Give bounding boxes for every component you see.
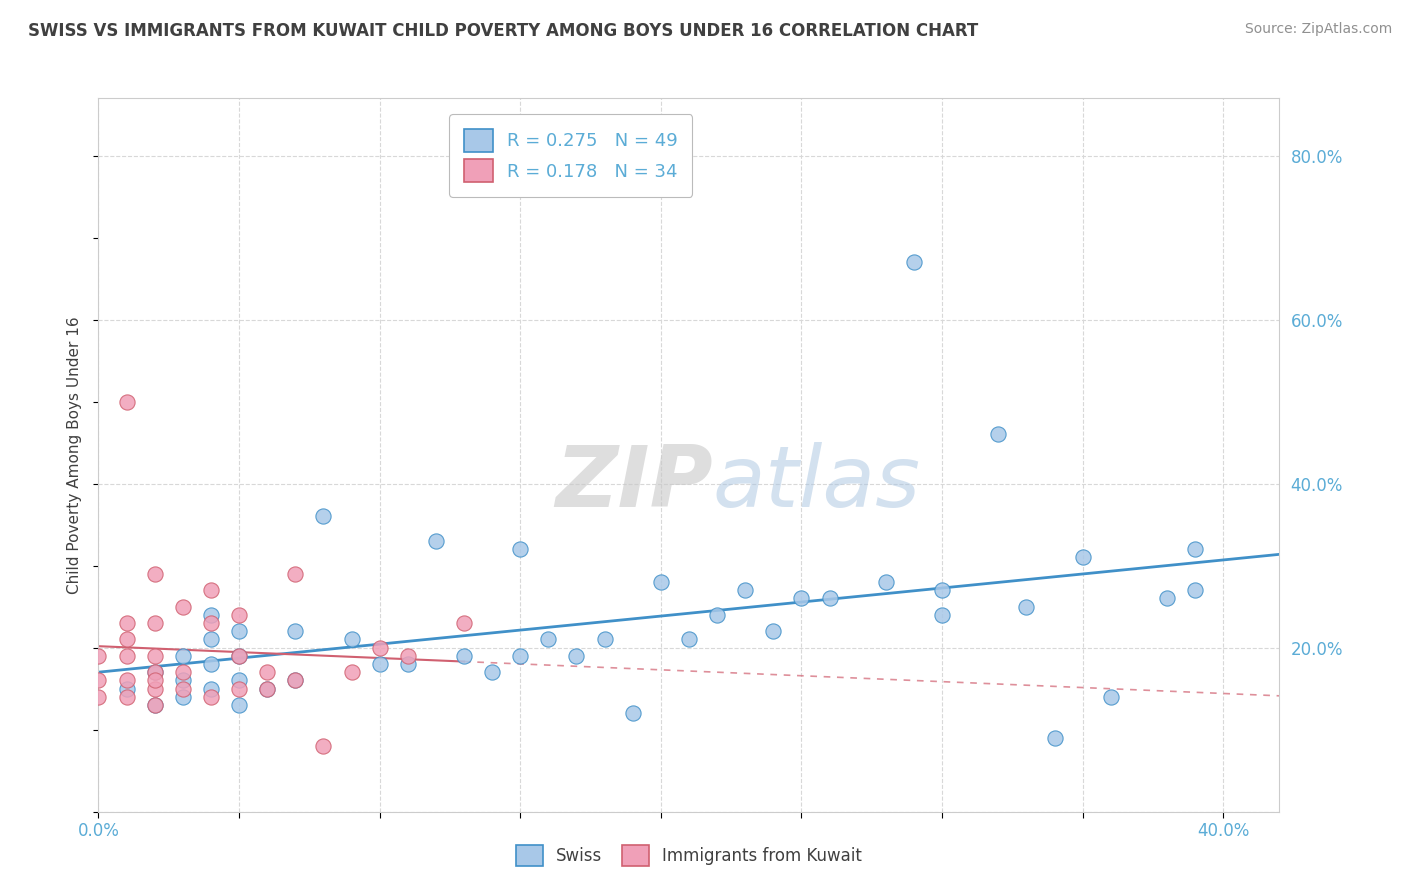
Point: [425, 534, 447, 549]
Point: [1099, 690, 1122, 704]
Point: [115, 681, 138, 696]
Point: [256, 665, 278, 680]
Point: [621, 706, 644, 721]
Point: [115, 648, 138, 663]
Point: [228, 607, 250, 622]
Point: [1156, 591, 1178, 606]
Point: [200, 690, 222, 704]
Point: [172, 665, 194, 680]
Point: [143, 648, 166, 663]
Point: [1015, 599, 1038, 614]
Point: [256, 681, 278, 696]
Point: [650, 575, 672, 590]
Point: [172, 681, 194, 696]
Point: [396, 648, 419, 663]
Point: [200, 616, 222, 631]
Point: [340, 632, 363, 647]
Point: [228, 624, 250, 639]
Point: [87, 673, 110, 688]
Point: [143, 673, 166, 688]
Point: [706, 607, 728, 622]
Point: [593, 632, 616, 647]
Text: Source: ZipAtlas.com: Source: ZipAtlas.com: [1244, 22, 1392, 37]
Point: [228, 681, 250, 696]
Point: [284, 624, 307, 639]
Point: [143, 681, 166, 696]
Point: [172, 648, 194, 663]
Point: [453, 616, 475, 631]
Point: [1071, 550, 1094, 565]
Point: [172, 673, 194, 688]
Point: [256, 681, 278, 696]
Point: [115, 632, 138, 647]
Point: [340, 665, 363, 680]
Point: [143, 665, 166, 680]
Point: [228, 648, 250, 663]
Point: [312, 509, 335, 524]
Point: [143, 698, 166, 712]
Y-axis label: Child Poverty Among Boys Under 16: Child Poverty Among Boys Under 16: [67, 316, 83, 594]
Point: [537, 632, 560, 647]
Point: [481, 665, 503, 680]
Point: [200, 583, 222, 598]
Point: [368, 640, 391, 655]
Point: [115, 673, 138, 688]
Point: [228, 698, 250, 712]
Point: [115, 616, 138, 631]
Point: [228, 673, 250, 688]
Point: [734, 583, 756, 598]
Point: [453, 648, 475, 663]
Point: [284, 673, 307, 688]
Point: [143, 616, 166, 631]
Point: [678, 632, 700, 647]
Point: [87, 690, 110, 704]
Point: [1184, 542, 1206, 557]
Text: atlas: atlas: [713, 442, 921, 525]
Point: [228, 648, 250, 663]
Point: [1043, 731, 1066, 745]
Point: [931, 607, 953, 622]
Point: [200, 657, 222, 671]
Point: [87, 648, 110, 663]
Point: [790, 591, 813, 606]
Point: [565, 648, 588, 663]
Point: [987, 427, 1010, 442]
Text: SWISS VS IMMIGRANTS FROM KUWAIT CHILD POVERTY AMONG BOYS UNDER 16 CORRELATION CH: SWISS VS IMMIGRANTS FROM KUWAIT CHILD PO…: [28, 22, 979, 40]
Point: [115, 394, 138, 409]
Point: [172, 599, 194, 614]
Point: [172, 690, 194, 704]
Point: [284, 566, 307, 581]
Point: [143, 665, 166, 680]
Point: [200, 607, 222, 622]
Point: [903, 255, 925, 269]
Point: [200, 632, 222, 647]
Point: [312, 739, 335, 753]
Point: [762, 624, 785, 639]
Legend: Swiss, Immigrants from Kuwait: Swiss, Immigrants from Kuwait: [508, 837, 870, 875]
Point: [200, 681, 222, 696]
Point: [368, 657, 391, 671]
Point: [931, 583, 953, 598]
Point: [396, 657, 419, 671]
Point: [143, 698, 166, 712]
Point: [284, 673, 307, 688]
Point: [818, 591, 841, 606]
Point: [115, 690, 138, 704]
Point: [1184, 583, 1206, 598]
Point: [143, 566, 166, 581]
Point: [509, 648, 531, 663]
Point: [875, 575, 897, 590]
Point: [509, 542, 531, 557]
Text: ZIP: ZIP: [555, 442, 713, 525]
